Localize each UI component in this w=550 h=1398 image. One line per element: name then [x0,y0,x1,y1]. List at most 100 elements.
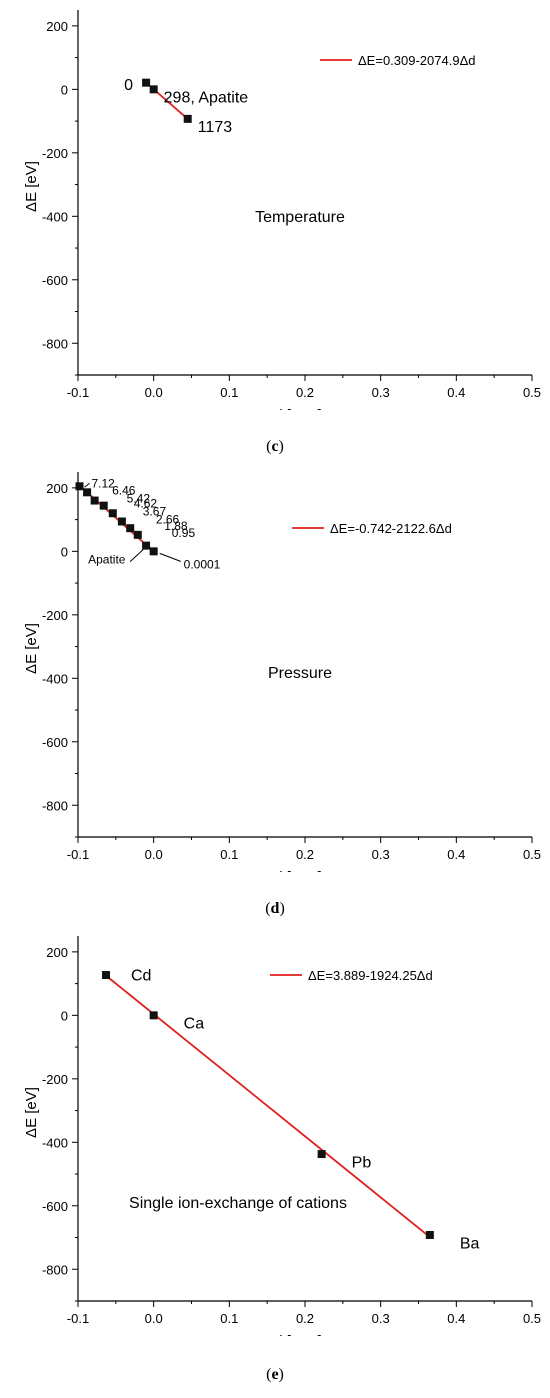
x-tick-label: -0.1 [67,847,89,862]
point-labels: 7.126.465.424.623.672.661.880.95 Apatite 0… [84,476,221,571]
data-point [75,482,84,491]
data-points [101,971,434,1239]
point-label: 5.42 [127,492,151,506]
y-axis-title: ΔE [eV] [23,623,40,674]
x-axis-title: Δd [Ang] [264,1333,322,1336]
x-tick-label: 0.1 [220,1311,238,1326]
caption-c: (c) [266,438,284,455]
point-label: Pb [352,1154,372,1171]
y-tick-label: -400 [42,671,68,686]
x-axis-title: Δd [Ang] [264,407,322,410]
legend: ΔE=3.889-1924.25Δd [270,968,433,983]
fit-line-group [153,88,189,120]
x-tick-label: 0.3 [372,847,390,862]
x-tick-label: 0.2 [296,1311,314,1326]
data-point [83,488,92,497]
chart-annotation: Temperature [255,209,345,226]
x-tick-label: 0.4 [447,847,465,862]
data-point [149,547,158,556]
fit-line-group [78,484,155,553]
y-tick-label: -600 [42,1199,68,1214]
data-point [117,517,126,526]
x-tick-label: 0.2 [296,847,314,862]
label-arrow [159,552,181,562]
y-tick-label: -200 [42,1072,68,1087]
point-label: 4.62 [134,497,158,511]
y-tick-label: -400 [42,1135,68,1150]
y-tick-label: -400 [42,209,68,224]
y-tick-label: -800 [42,798,68,813]
x-tick-label: 0.5 [523,847,541,862]
y-axis-title: ΔE [eV] [23,161,40,212]
point-label: 0.95 [172,526,196,540]
y-tick-label: 0 [61,544,68,559]
data-point [183,114,192,123]
y-tick-label: 0 [61,1008,68,1023]
label-arrow [84,482,90,488]
data-point [142,78,151,87]
x-tick-label: 0.0 [145,1311,163,1326]
y-tick-label: -200 [42,146,68,161]
legend: ΔE=-0.742-2122.6Δd [292,521,452,536]
x-tick-label: 0.4 [447,385,465,400]
label-arrow [129,549,144,563]
data-point [142,541,151,550]
point-label: Ca [184,1016,205,1033]
y-tick-label: -600 [42,735,68,750]
x-tick-label: -0.1 [67,385,89,400]
x-tick-label: 0.0 [145,847,163,862]
point-label: 3.67 [143,504,167,518]
y-tick-label: 0 [61,82,68,97]
chart-panel-e: -0.1 0.0 0.1 0.2 0.3 0.4 0.5 200 0 -200 -400 -600 -8… [23,936,541,1336]
data-point [101,971,110,980]
x-tick-label: 0.3 [372,385,390,400]
legend: ΔE=0.309-2074.9Δd [320,53,475,68]
data-point [317,1150,326,1159]
fit-line [105,974,431,1238]
data-point [425,1230,434,1239]
point-label: 1.88 [164,519,188,533]
y-tick-label: -800 [42,336,68,351]
data-points [142,78,192,123]
point-label: 0 [124,77,133,94]
point-label: Ba [460,1235,480,1252]
chart-annotation: Pressure [268,665,332,682]
axes: -0.1 0.0 0.1 0.2 0.3 0.4 0.5 200 0 -200 -400 -600 -8… [23,10,541,410]
x-tick-label: 0.0 [145,385,163,400]
x-tick-label: 0.3 [372,1311,390,1326]
legend-label: ΔE=3.889-1924.25Δd [308,968,433,983]
x-tick-label: 0.1 [220,847,238,862]
x-tick-label: 0.1 [220,385,238,400]
caption-d: (d) [265,900,285,917]
y-tick-label: -200 [42,608,68,623]
axes: -0.1 0.0 0.1 0.2 0.3 0.4 0.5 200 0 -200 -400 -600 -8… [23,936,541,1336]
data-points [75,482,158,556]
fit-line [153,88,189,120]
point-label: 0.0001 [184,557,221,571]
point-label: 298, Apatite [164,90,249,107]
point-label: 7.12 [92,476,116,490]
y-tick-label: -600 [42,273,68,288]
data-point [90,496,99,505]
point-label: 6.46 [112,483,136,497]
data-point [149,85,158,94]
legend-label: ΔE=-0.742-2122.6Δd [330,521,452,536]
fit-line [78,484,155,553]
data-point [126,524,135,533]
data-point [149,1011,158,1020]
y-tick-label: 200 [46,945,68,960]
legend-label: ΔE=0.309-2074.9Δd [358,53,475,68]
chart-annotation: Single ion-exchange of cations [129,1195,347,1212]
data-point [133,530,142,539]
data-point [108,509,117,518]
data-point [99,501,108,510]
point-label: Cd [131,967,151,984]
point-labels: Cd Ca Pb Ba [131,967,480,1252]
x-axis-title: Δd [Ang] [264,869,322,872]
y-tick-label: 200 [46,481,68,496]
y-tick-label: 200 [46,19,68,34]
x-tick-label: -0.1 [67,1311,89,1326]
fit-line-group [105,974,431,1238]
x-tick-label: 0.2 [296,385,314,400]
point-label: 2.66 [156,513,180,527]
